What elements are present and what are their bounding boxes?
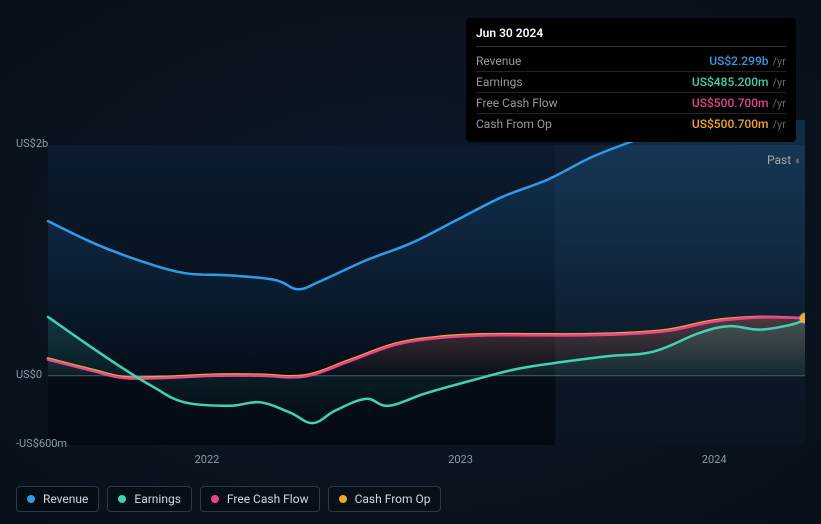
tooltip-row-suffix: /yr [773, 97, 786, 110]
legend-label: Earnings [134, 492, 181, 506]
chart-canvas [16, 120, 805, 480]
chart-legend: Revenue Earnings Free Cash Flow Cash From O… [16, 486, 441, 512]
tooltip-row-value: US$500.700m [692, 96, 769, 110]
past-text: Past [767, 153, 791, 167]
legend-dot-icon [339, 495, 347, 503]
tooltip-row-value: US$500.700m [692, 117, 769, 131]
legend-dot-icon [211, 495, 219, 503]
tooltip-row-label: Earnings [476, 75, 523, 89]
tooltip-row-label: Cash From Op [476, 117, 552, 131]
legend-item-cash-from-op[interactable]: Cash From Op [328, 486, 442, 512]
legend-dot-icon [118, 495, 126, 503]
legend-item-free-cash-flow[interactable]: Free Cash Flow [200, 486, 320, 512]
tooltip-row-label: Free Cash Flow [476, 96, 558, 110]
tooltip-row-value: US$485.200m [692, 75, 769, 89]
clock-icon: ◐ [795, 154, 802, 167]
past-marker-label: Past ◐ [767, 153, 802, 167]
legend-label: Free Cash Flow [227, 492, 309, 506]
chart-tooltip: Jun 30 2024 Revenue US$2.299b/yr Earnings U… [466, 18, 796, 142]
tooltip-row-suffix: /yr [773, 76, 786, 89]
tooltip-row: Earnings US$485.200m/yr [476, 72, 786, 93]
y-axis-label: -US$600m [16, 437, 67, 450]
y-axis-label: US$0 [16, 368, 42, 381]
x-axis-label: 2024 [702, 453, 727, 466]
tooltip-row: Revenue US$2.299b/yr [476, 51, 786, 72]
legend-label: Cash From Op [355, 492, 431, 506]
legend-item-earnings[interactable]: Earnings [107, 486, 192, 512]
financials-chart[interactable]: US$2b US$0 -US$600m 2022 2023 2024 Past ◐ [16, 120, 805, 480]
x-axis-label: 2022 [195, 453, 220, 466]
tooltip-row-value: US$2.299b [709, 54, 768, 68]
tooltip-row: Free Cash Flow US$500.700m/yr [476, 93, 786, 114]
x-axis-label: 2023 [448, 453, 473, 466]
y-axis-label: US$2b [16, 137, 48, 150]
legend-item-revenue[interactable]: Revenue [16, 486, 99, 512]
tooltip-date: Jun 30 2024 [476, 26, 786, 47]
tooltip-row-suffix: /yr [773, 118, 786, 131]
legend-label: Revenue [43, 492, 88, 506]
tooltip-row: Cash From Op US$500.700m/yr [476, 114, 786, 134]
tooltip-row-label: Revenue [476, 54, 521, 68]
tooltip-row-suffix: /yr [773, 55, 786, 68]
legend-dot-icon [27, 495, 35, 503]
